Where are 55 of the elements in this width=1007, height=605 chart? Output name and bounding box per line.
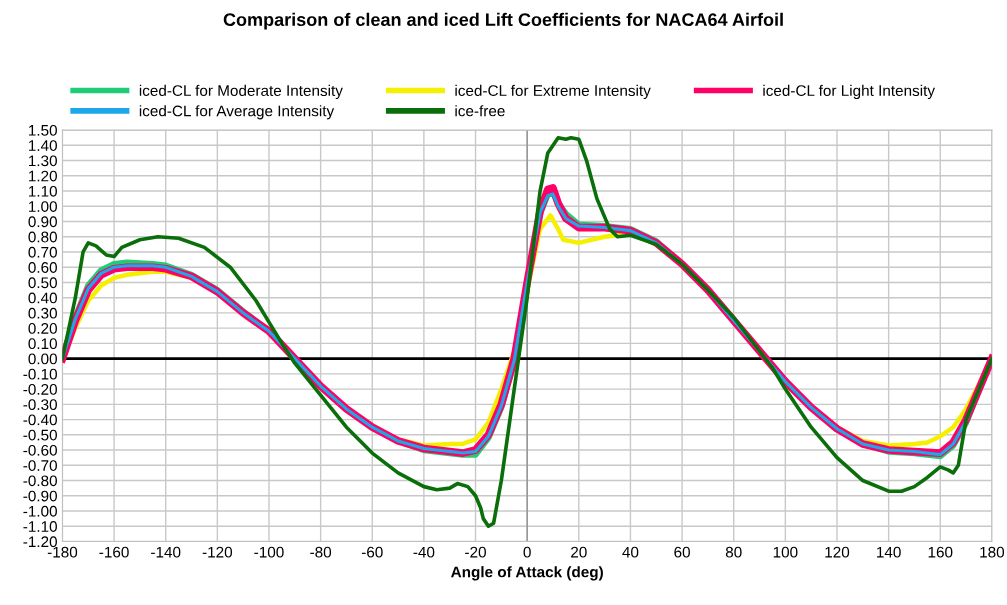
legend-label: ice-free [455, 105, 505, 117]
y-tick-label: -0.40 [23, 414, 57, 426]
legend-label: iced-CL for Moderate Intensity [139, 84, 343, 100]
chart-title: Comparison of clean and iced Lift Coefficients for NACA64 Airfoil [223, 12, 783, 30]
y-tick-label: 0.70 [28, 246, 57, 258]
y-tick-label: -1.20 [23, 536, 57, 548]
legend-label: iced-CL for Light Intensity [763, 84, 935, 100]
x-tick-label: 140 [877, 546, 901, 558]
x-tick-label: -160 [99, 546, 129, 558]
y-tick-label: -0.10 [23, 368, 57, 380]
y-tick-label: -0.50 [23, 429, 57, 441]
x-tick-label: -60 [361, 546, 383, 558]
y-tick-label: 1.40 [29, 140, 57, 151]
y-tick-label: 1.30 [29, 155, 57, 167]
y-tick-label: 1.50 [29, 124, 57, 136]
y-tick-label: 0.90 [28, 216, 57, 228]
y-tick-label: -0.80 [23, 475, 57, 487]
y-tick-label: -0.90 [23, 490, 57, 502]
x-tick-label: -180 [47, 546, 78, 558]
y-tick-label: 1.20 [29, 170, 57, 182]
y-tick-label: -0.30 [23, 399, 57, 411]
y-tick-label: 0.00 [28, 353, 57, 365]
y-tick-label: 0.80 [28, 231, 57, 243]
x-tick-label: 20 [571, 546, 587, 558]
x-tick-label: 80 [725, 546, 742, 558]
x-tick-label: 120 [825, 546, 850, 558]
y-tick-label: -0.60 [23, 444, 57, 456]
y-tick-label: 1.10 [29, 185, 57, 197]
y-tick-label: 1.00 [29, 201, 57, 212]
y-tick-label: 0.30 [28, 307, 57, 319]
x-tick-label: 160 [928, 546, 953, 558]
legend-label: iced-CL for Extreme Intensity [455, 84, 651, 100]
y-tick-label: 0.40 [28, 292, 57, 304]
x-tick-label: 0 [523, 546, 531, 558]
x-tick-label: 100 [773, 546, 798, 558]
y-tick-label: 0.60 [28, 262, 57, 273]
y-tick-label: -0.20 [23, 383, 57, 395]
x-axis-title: Angle of Attack (deg) [451, 566, 603, 581]
y-tick-label: 0.20 [28, 323, 57, 334]
y-tick-label: 0.50 [28, 277, 57, 289]
x-tick-label: 180 [980, 546, 1005, 558]
x-tick-label: -20 [465, 546, 486, 558]
x-tick-label: -80 [310, 546, 332, 558]
legend-label: iced-CL for Average Intensity [139, 105, 335, 120]
line-series [62, 135, 992, 529]
x-tick-label: -120 [202, 546, 233, 558]
y-tick-label: -1.00 [23, 505, 57, 517]
y-tick-label: 0.10 [28, 338, 57, 350]
x-tick-label: -140 [151, 546, 181, 558]
y-tick-label: -0.70 [23, 460, 57, 471]
x-tick-label: 60 [674, 546, 690, 558]
x-tick-label: 40 [622, 546, 639, 558]
y-tick-label: -1.10 [23, 521, 57, 532]
x-tick-label: -100 [254, 546, 284, 558]
x-tick-label: -40 [413, 546, 435, 558]
